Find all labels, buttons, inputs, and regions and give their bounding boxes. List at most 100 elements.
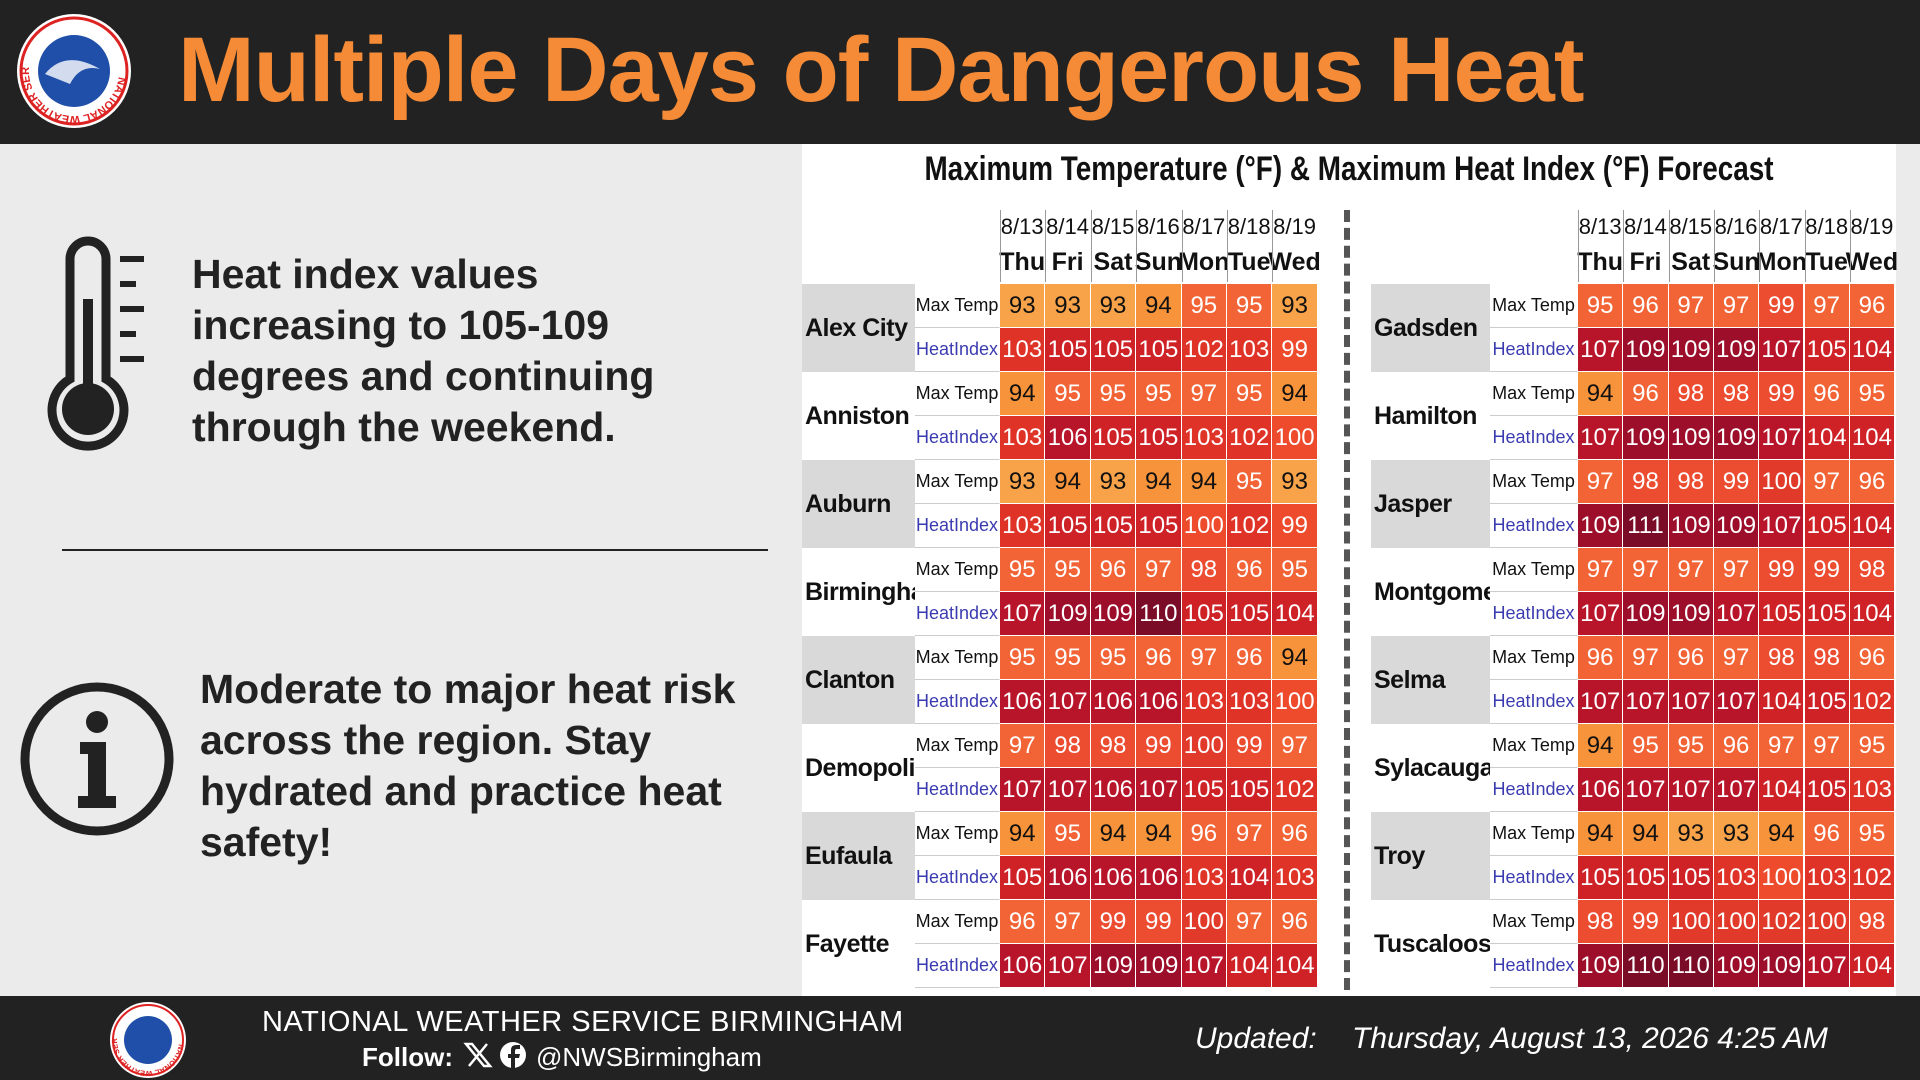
max-temp-cell: 100 <box>1759 460 1805 504</box>
max-temp-cell: 99 <box>1136 900 1182 944</box>
row-label: Max Temp <box>915 548 1000 592</box>
footer: NATIONAL WEATHER SERVICE NATIONAL WEATHE… <box>0 996 1920 1080</box>
max-temp-cell: 94 <box>1000 372 1046 416</box>
row-label: HeatIndex <box>915 504 1000 548</box>
max-temp-cell: 97 <box>1227 900 1273 944</box>
heat-index-cell: 110 <box>1136 592 1182 636</box>
heat-index-cell: 99 <box>1272 504 1318 548</box>
day-header: Sat <box>1090 244 1137 282</box>
info-icon <box>20 682 174 836</box>
max-temp-cell: 102 <box>1759 900 1805 944</box>
max-temp-cell: 96 <box>1272 812 1318 856</box>
row-label: HeatIndex <box>915 856 1000 900</box>
heat-index-cell: 104 <box>1759 680 1805 724</box>
max-temp-cell: 96 <box>1804 812 1850 856</box>
date-header: 8/15 <box>1090 210 1137 244</box>
heat-index-cell: 105 <box>1181 768 1227 812</box>
max-temp-cell: 100 <box>1181 900 1227 944</box>
message-heat-index: Heat index values increasing to 105-109 … <box>192 251 655 450</box>
max-temp-cell: 98 <box>1045 724 1091 768</box>
heat-index-cell: 106 <box>1045 856 1091 900</box>
max-temp-cell: 97 <box>1045 900 1091 944</box>
day-header: Tue <box>1227 244 1273 282</box>
heat-index-cell: 107 <box>1623 680 1669 724</box>
heat-index-cell: 106 <box>1136 856 1182 900</box>
heat-index-cell: 104 <box>1272 944 1318 988</box>
header-rule <box>1000 210 1001 282</box>
heat-index-cell: 109 <box>1713 328 1760 372</box>
max-temp-cell: 93 <box>1713 812 1760 856</box>
max-temp-cell: 94 <box>1578 372 1624 416</box>
city-name: Hamilton <box>1371 372 1490 460</box>
max-temp-cell: 93 <box>1272 284 1318 328</box>
heat-index-cell: 107 <box>1578 328 1624 372</box>
city-name: Demopolis <box>802 724 929 812</box>
row-label: HeatIndex <box>1490 768 1578 812</box>
city-name: Troy <box>1371 812 1490 900</box>
max-temp-cell: 96 <box>1623 284 1669 328</box>
max-temp-cell: 98 <box>1578 900 1624 944</box>
left-panel: Heat index values increasing to 105-109 … <box>0 144 802 996</box>
max-temp-cell: 97 <box>1578 548 1624 592</box>
max-temp-cell: 98 <box>1090 724 1137 768</box>
row-label: HeatIndex <box>915 768 1000 812</box>
updated-label: Updated: <box>1195 1022 1317 1055</box>
max-temp-cell: 97 <box>1227 812 1273 856</box>
heat-index-cell: 109 <box>1090 592 1137 636</box>
day-header: Mon <box>1756 244 1807 282</box>
heat-index-cell: 103 <box>1000 328 1046 372</box>
heat-index-cell: 103 <box>1181 416 1227 460</box>
max-temp-cell: 98 <box>1759 636 1805 680</box>
heat-index-cell: 105 <box>1090 416 1137 460</box>
header-rule <box>1759 210 1761 282</box>
max-temp-cell: 95 <box>1578 284 1624 328</box>
heat-index-cell: 105 <box>1804 504 1850 548</box>
max-temp-cell: 95 <box>1045 812 1091 856</box>
heat-index-cell: 106 <box>1090 856 1137 900</box>
max-temp-cell: 96 <box>1272 900 1318 944</box>
heat-index-cell: 104 <box>1849 504 1896 548</box>
heat-index-cell: 105 <box>1623 856 1669 900</box>
heat-index-cell: 109 <box>1578 944 1624 988</box>
heat-index-cell: 103 <box>1181 680 1227 724</box>
date-header: 8/18 <box>1804 210 1850 244</box>
heat-index-cell: 109 <box>1623 328 1669 372</box>
date-header: 8/19 <box>1849 210 1896 244</box>
row-label: Max Temp <box>915 812 1000 856</box>
header-rule <box>1668 210 1670 282</box>
city-name: Sylacauga <box>1371 724 1494 812</box>
max-temp-cell: 97 <box>1668 284 1714 328</box>
max-temp-cell: 98 <box>1713 372 1760 416</box>
max-temp-cell: 96 <box>1578 636 1624 680</box>
heat-index-cell: 105 <box>1045 328 1091 372</box>
heat-index-cell: 107 <box>1668 680 1714 724</box>
header-rule <box>1804 210 1806 282</box>
heat-index-cell: 107 <box>1623 768 1669 812</box>
heat-index-cell: 105 <box>1045 504 1091 548</box>
max-temp-cell: 98 <box>1668 460 1714 504</box>
city-name: Jasper <box>1371 460 1490 548</box>
max-temp-cell: 95 <box>1849 812 1896 856</box>
max-temp-cell: 96 <box>1000 900 1046 944</box>
max-temp-cell: 98 <box>1849 900 1896 944</box>
max-temp-cell: 95 <box>1849 372 1896 416</box>
date-header: 8/16 <box>1136 210 1182 244</box>
max-temp-cell: 94 <box>1136 812 1182 856</box>
city-name: Birmingham <box>802 548 946 636</box>
max-temp-cell: 93 <box>1272 460 1318 504</box>
max-temp-cell: 94 <box>1578 724 1624 768</box>
heat-index-cell: 102 <box>1849 856 1896 900</box>
date-header: 8/17 <box>1181 210 1227 244</box>
day-header: Sun <box>1135 244 1182 282</box>
row-label: HeatIndex <box>915 416 1000 460</box>
date-header: 8/14 <box>1623 210 1669 244</box>
max-temp-cell: 96 <box>1623 372 1669 416</box>
header-rule <box>1578 210 1579 282</box>
max-temp-cell: 96 <box>1136 636 1182 680</box>
header-rule <box>1045 210 1047 282</box>
row-label: HeatIndex <box>1490 504 1578 548</box>
heat-index-cell: 107 <box>1045 768 1091 812</box>
max-temp-cell: 94 <box>1759 812 1805 856</box>
heat-index-cell: 109 <box>1623 416 1669 460</box>
heat-index-cell: 105 <box>1804 768 1850 812</box>
